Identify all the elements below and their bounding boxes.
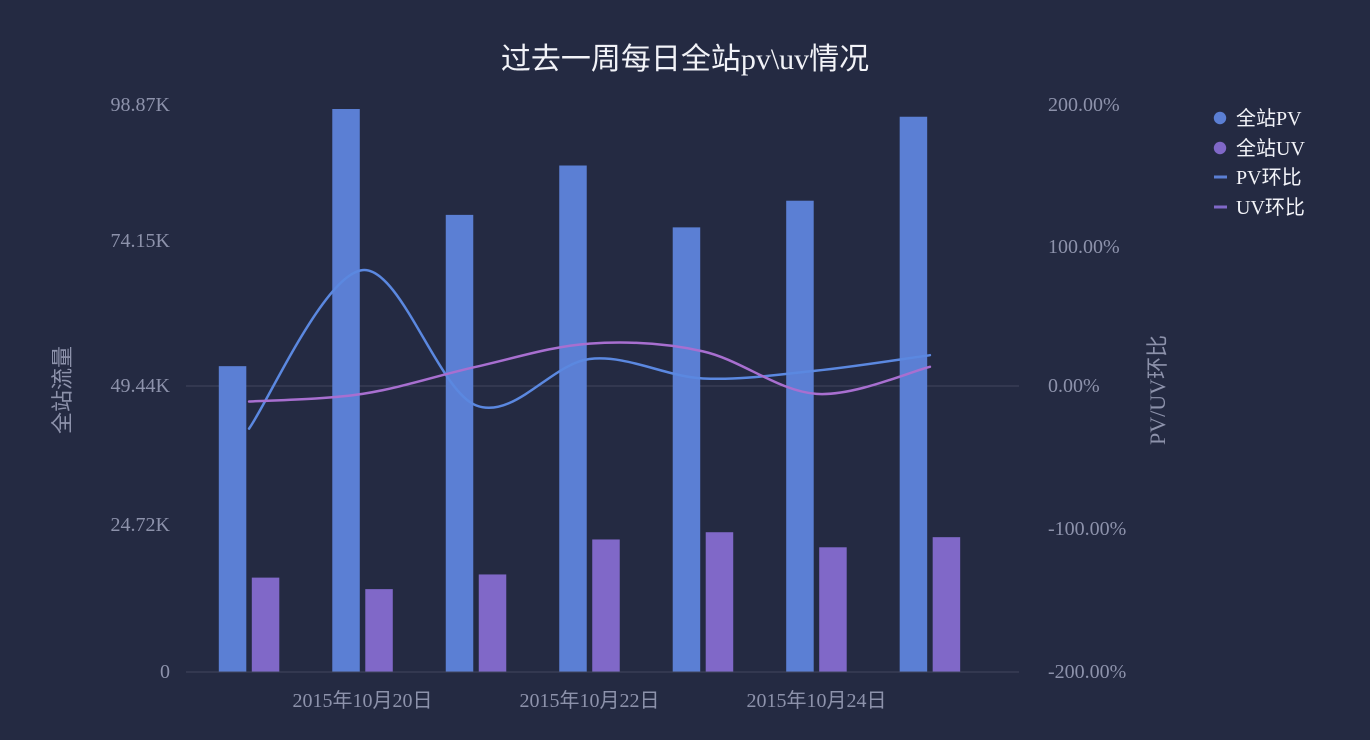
- svg-text:全站UV: 全站UV: [1236, 137, 1305, 160]
- svg-text:98.87K: 98.87K: [111, 94, 171, 116]
- svg-text:0: 0: [160, 661, 170, 683]
- svg-text:过去一周每日全站pv\uv情况: 过去一周每日全站pv\uv情况: [501, 43, 869, 76]
- svg-text:200.00%: 200.00%: [1048, 94, 1120, 116]
- svg-text:100.00%: 100.00%: [1048, 236, 1120, 258]
- svg-text:-100.00%: -100.00%: [1048, 518, 1126, 540]
- svg-text:24.72K: 24.72K: [111, 514, 171, 536]
- svg-text:全站流量: 全站流量: [50, 346, 75, 434]
- svg-text:49.44K: 49.44K: [111, 375, 171, 397]
- svg-text:UV环比: UV环比: [1236, 196, 1305, 219]
- svg-text:2015年10月22日: 2015年10月22日: [520, 689, 660, 712]
- svg-text:2015年10月24日: 2015年10月24日: [747, 689, 887, 712]
- svg-text:PV环比: PV环比: [1236, 166, 1302, 189]
- svg-text:全站PV: 全站PV: [1236, 107, 1302, 130]
- svg-text:2015年10月20日: 2015年10月20日: [293, 689, 433, 712]
- svg-text:74.15K: 74.15K: [111, 230, 171, 252]
- svg-text:PV/UV环比: PV/UV环比: [1145, 335, 1170, 445]
- svg-text:-200.00%: -200.00%: [1048, 661, 1126, 683]
- svg-text:0.00%: 0.00%: [1048, 375, 1100, 397]
